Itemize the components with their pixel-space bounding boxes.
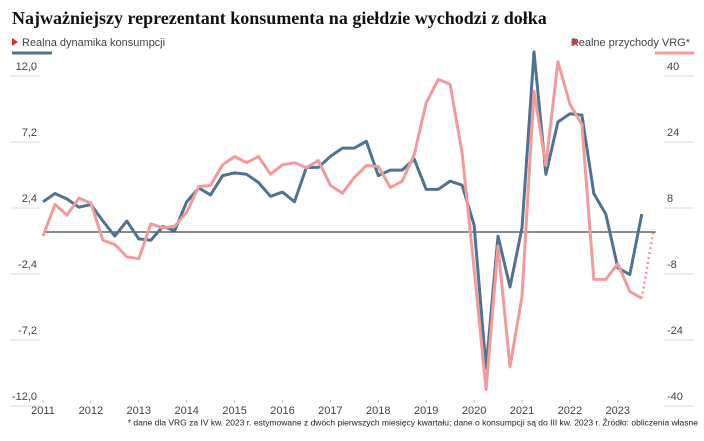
y2-tick-label: -40 <box>667 391 683 403</box>
x-tick-label: 2012 <box>79 405 103 417</box>
footnote: * dane dla VRG za IV kw. 2023 r. estymow… <box>128 417 699 427</box>
x-tick-label: 2015 <box>222 405 246 417</box>
series-line <box>41 60 643 392</box>
y2-tick-label: -8 <box>667 259 677 271</box>
legend-label: Realna dynamika konsumpcji <box>22 37 165 49</box>
y2-tick-label: 24 <box>667 127 679 139</box>
y2-tick-label: -24 <box>667 325 683 337</box>
legend-label: Realne przychody VRG* <box>571 37 691 49</box>
x-tick-label: 2016 <box>270 405 294 417</box>
y-tick-label: -2,4 <box>18 259 37 271</box>
x-tick-label: 2011 <box>31 405 55 417</box>
y-tick-label: 7,2 <box>22 127 37 139</box>
legend-marker <box>12 38 18 46</box>
x-tick-label: 2020 <box>462 405 486 417</box>
y2-tick-label: 8 <box>667 193 673 205</box>
y2-tick-label: 40 <box>667 61 679 73</box>
y-tick-label: 12,0 <box>16 61 37 73</box>
legend-marker <box>573 38 579 46</box>
x-tick-label: 2019 <box>414 405 438 417</box>
x-tick-label: 2017 <box>318 405 342 417</box>
x-tick-label: 2022 <box>558 405 582 417</box>
x-tick-label: 2013 <box>127 405 151 417</box>
x-tick-label: 2021 <box>510 405 534 417</box>
x-tick-label: 2023 <box>606 405 630 417</box>
series-line-estimate <box>640 228 655 299</box>
x-tick-label: 2014 <box>174 405 198 417</box>
y-tick-label: 2,4 <box>22 193 37 205</box>
chart-title: Najważniejszy reprezentant konsumenta na… <box>12 8 547 28</box>
x-tick-label: 2018 <box>366 405 390 417</box>
y-tick-label: -7,2 <box>18 325 37 337</box>
y-tick-label: -12,0 <box>12 391 37 403</box>
